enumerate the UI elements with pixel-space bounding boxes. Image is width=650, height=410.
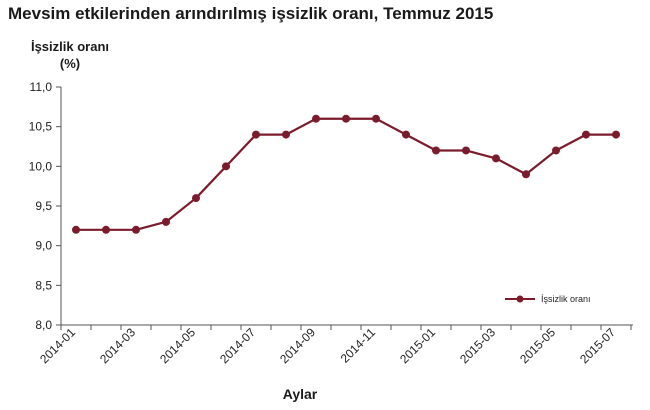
data-point — [522, 170, 530, 179]
data-point — [372, 114, 380, 123]
data-point — [192, 194, 200, 203]
y-tick-label: 11,0 — [30, 80, 53, 94]
y-tick-label: 10,0 — [29, 159, 53, 173]
x-tick-label: 2014-11 — [338, 325, 379, 366]
y-tick-label: 8,5 — [35, 278, 52, 292]
series-line — [76, 117, 616, 231]
x-tick-label: 2015-05 — [517, 325, 558, 366]
data-point — [312, 114, 320, 123]
x-tick-label: 2014-09 — [277, 325, 318, 366]
x-tick-label: 2014-05 — [157, 325, 198, 366]
x-tick-label: 2015-03 — [457, 325, 498, 366]
x-tick-label: 2015-01 — [397, 325, 438, 366]
data-point — [342, 114, 350, 123]
y-axis-label-line2: (%) — [59, 56, 81, 71]
y-tick-label: 10,5 — [29, 120, 53, 134]
x-tick-label: 2015-07 — [577, 325, 618, 366]
data-point — [282, 130, 290, 139]
data-point — [462, 146, 470, 155]
data-point — [552, 146, 560, 155]
data-point — [162, 217, 170, 226]
data-point — [72, 225, 80, 234]
legend-marker — [516, 295, 524, 303]
y-tick-label: 9,5 — [35, 199, 52, 213]
x-tick-label: 2014-03 — [97, 325, 138, 366]
data-point — [222, 162, 230, 171]
legend-label: İşsizlik oranı — [541, 294, 591, 304]
data-point — [492, 154, 500, 163]
data-point — [132, 225, 140, 234]
chart-title: Mevsim etkilerinden arındırılmış işsizli… — [8, 4, 494, 23]
data-point — [252, 130, 260, 139]
x-axis-label: Aylar — [282, 386, 318, 402]
y-tick-label: 8,0 — [35, 318, 52, 332]
y-tick-label: 9,0 — [35, 239, 52, 253]
data-point — [432, 146, 440, 155]
data-point — [612, 130, 620, 139]
data-point — [102, 225, 110, 234]
y-axis-label-line1: İşsizlik oranı — [30, 39, 110, 54]
data-point — [402, 130, 410, 139]
data-point — [582, 130, 590, 139]
y-axis-label: İşsizlik oranı (%) — [20, 38, 120, 72]
x-tick-label: 2014-07 — [217, 325, 258, 366]
